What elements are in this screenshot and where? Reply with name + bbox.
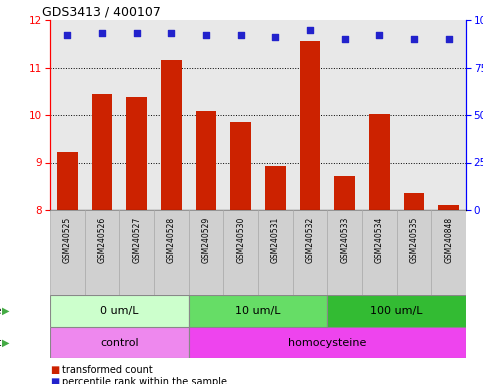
Text: 100 um/L: 100 um/L	[370, 306, 423, 316]
Text: GSM240533: GSM240533	[340, 217, 349, 263]
Point	[271, 34, 279, 40]
Bar	[327, 295, 466, 327]
Point	[63, 32, 71, 38]
Bar	[431, 210, 466, 295]
Bar	[126, 97, 147, 210]
Bar	[92, 94, 113, 210]
Text: GSM240525: GSM240525	[63, 217, 72, 263]
Bar	[293, 210, 327, 295]
Text: ▶: ▶	[2, 306, 10, 316]
Bar	[265, 166, 286, 210]
Point	[375, 32, 383, 38]
Text: GSM240532: GSM240532	[306, 217, 314, 263]
Text: GDS3413 / 400107: GDS3413 / 400107	[42, 6, 160, 19]
Text: control: control	[100, 338, 139, 348]
Bar	[334, 176, 355, 210]
Text: percentile rank within the sample: percentile rank within the sample	[62, 377, 227, 384]
Point	[133, 30, 141, 36]
Text: GSM240528: GSM240528	[167, 217, 176, 263]
Bar	[369, 114, 390, 210]
Text: ■: ■	[50, 377, 59, 384]
Bar	[404, 194, 425, 210]
Point	[202, 32, 210, 38]
Text: dose: dose	[0, 306, 2, 316]
Point	[237, 32, 244, 38]
Point	[98, 30, 106, 36]
Text: GSM240529: GSM240529	[201, 217, 211, 263]
Text: agent: agent	[0, 338, 2, 348]
Bar	[154, 210, 189, 295]
Text: homocysteine: homocysteine	[288, 338, 367, 348]
Bar	[50, 210, 85, 295]
Bar	[50, 295, 189, 327]
Bar	[161, 60, 182, 210]
Text: GSM240848: GSM240848	[444, 217, 453, 263]
Text: GSM240535: GSM240535	[410, 217, 418, 263]
Bar	[397, 210, 431, 295]
Bar	[85, 210, 119, 295]
Bar	[258, 210, 293, 295]
Bar	[327, 210, 362, 295]
Bar	[119, 210, 154, 295]
Text: 0 um/L: 0 um/L	[100, 306, 139, 316]
Bar	[57, 152, 78, 210]
Bar	[230, 122, 251, 210]
Bar	[50, 327, 189, 358]
Point	[306, 26, 314, 33]
Text: GSM240534: GSM240534	[375, 217, 384, 263]
Text: GSM240526: GSM240526	[98, 217, 106, 263]
Bar	[189, 327, 466, 358]
Point	[341, 36, 349, 42]
Bar	[438, 205, 459, 210]
Point	[445, 36, 453, 42]
Text: GSM240531: GSM240531	[271, 217, 280, 263]
Bar	[362, 210, 397, 295]
Text: transformed count: transformed count	[62, 365, 153, 375]
Text: ▶: ▶	[2, 338, 10, 348]
Bar	[223, 210, 258, 295]
Bar	[189, 295, 327, 327]
Text: 10 um/L: 10 um/L	[235, 306, 281, 316]
Point	[168, 30, 175, 36]
Text: GSM240530: GSM240530	[236, 217, 245, 263]
Bar	[189, 210, 223, 295]
Bar	[299, 41, 320, 210]
Bar	[196, 111, 216, 210]
Point	[410, 36, 418, 42]
Text: GSM240527: GSM240527	[132, 217, 141, 263]
Text: ■: ■	[50, 365, 59, 375]
